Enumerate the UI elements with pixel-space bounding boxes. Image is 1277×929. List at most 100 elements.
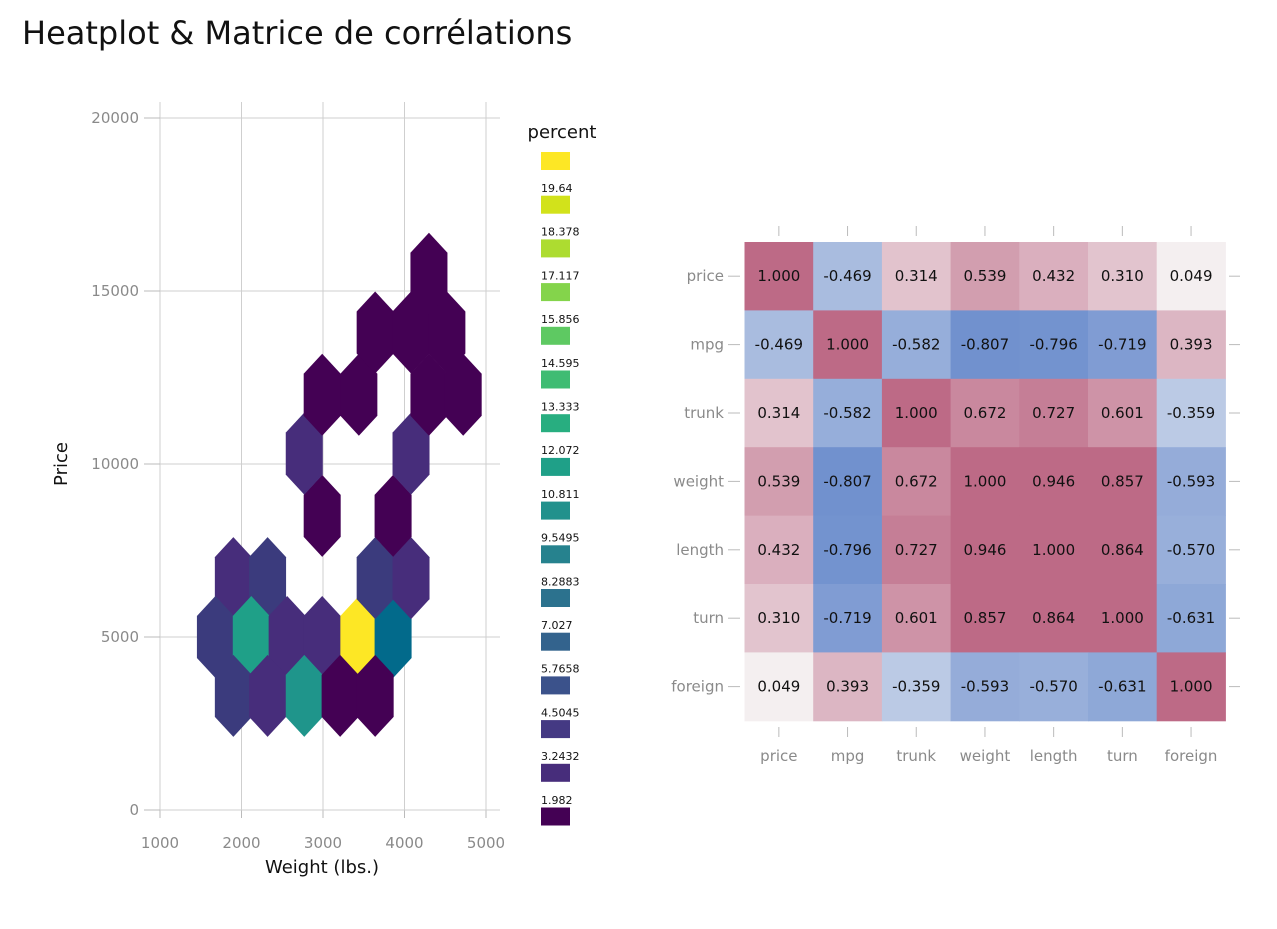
matrix-cell [744,310,814,380]
matrix-cell [813,584,883,653]
y-tick-label: 15000 [91,282,139,300]
legend-label: 15.856 [541,313,580,326]
cell-value: 0.432 [757,541,800,559]
cell-value: 0.432 [1032,267,1075,285]
matrix-cell [1019,378,1089,448]
hexbin-cell [392,291,430,374]
matrix-cell [813,652,883,722]
cell-value: 0.049 [757,678,800,696]
hexbin-plot: 1000 2000 3000 4000 5000 0 5000 10000 15000 20000… [51,102,505,878]
matrix-cell [881,584,952,653]
cell-value: 0.864 [1101,541,1144,559]
matrix-cell [813,310,883,380]
matrix-cell [1019,310,1089,380]
x-tick-label: 5000 [467,834,505,852]
hexbin-cell [303,596,341,678]
hexbin-cell [356,654,394,737]
matrix-cell [813,242,883,311]
cell-value: 0.727 [1032,404,1075,422]
matrix-cell [1156,447,1226,517]
cell-value: -0.593 [961,678,1009,696]
cell-value: 0.946 [1032,472,1075,490]
hexbin-cell [410,353,448,436]
column-label: price [760,747,797,765]
cell-value: -0.570 [1167,541,1215,559]
matrix-cell [1156,584,1226,653]
hexbin-cell [303,353,341,436]
legend-label: 5.7658 [541,663,580,676]
cell-value: 0.601 [1101,404,1144,422]
hexbin-cell [374,474,412,557]
hexbin-cell [356,291,394,374]
cell-value: 0.314 [895,267,938,285]
matrix-cell [1156,515,1226,585]
matrix-cell [813,447,883,517]
column-label: foreign [1165,747,1218,765]
matrix-cell [813,378,883,448]
matrix-cell [744,584,814,653]
cell-value: -0.631 [1167,609,1215,627]
x-tick-label: 4000 [385,834,423,852]
x-axis-title: Weight (lbs.) [265,857,379,878]
hexbin-cell [340,596,378,678]
legend-label: 9.5495 [541,532,580,545]
cell-value: 0.672 [963,404,1006,422]
matrix-cell [950,447,1020,517]
matrix-cell [1156,242,1226,311]
matrix-cell [744,652,814,722]
cell-value: -0.582 [892,336,940,354]
cell-value: -0.796 [1029,336,1077,354]
hexbin-cell [285,654,323,737]
legend-swatch [541,152,570,170]
matrix-cell [744,378,814,448]
legend-label: 3.2432 [541,750,580,763]
legend-label: 1.982 [541,794,573,807]
hexbin-cell [232,596,270,678]
cell-value: 0.946 [963,541,1006,559]
page-title: Heatplot & Matrice de corrélations [22,14,573,52]
legend-label: 13.333 [541,401,580,414]
hexbin-cell [444,353,482,436]
matrix-cell [950,378,1020,448]
legend-swatch [541,501,570,520]
column-label: trunk [896,747,936,765]
cell-value: 0.393 [1170,336,1213,354]
matrix-cell [950,515,1020,585]
hexbin-cell [428,291,466,374]
column-label: mpg [831,747,865,765]
legend-label: 10.811 [541,488,580,501]
legend-swatch [541,676,570,695]
legend-swatch [541,326,570,345]
cell-value: 0.539 [963,267,1006,285]
matrix-cell [1088,242,1158,311]
hexbin-cell [410,232,448,315]
row-label: foreign [671,678,724,696]
legend-swatch [541,195,570,214]
matrix-cell [1088,515,1158,585]
matrix-cell [1156,310,1226,380]
matrix-cell [1088,310,1158,380]
cell-value: 1.000 [895,404,938,422]
cell-value: 0.601 [895,609,938,627]
legend-label: 4.5045 [541,706,580,719]
matrix-cell [1019,515,1089,585]
cell-value: 0.857 [1101,472,1144,490]
legend-swatch [541,807,570,826]
cell-value: -0.719 [1098,336,1146,354]
column-label: length [1030,747,1078,765]
matrix-cell [813,515,883,585]
cell-value: -0.631 [1098,678,1146,696]
hexbin-cell [321,654,359,737]
x-tick-label: 3000 [304,834,342,852]
legend-label: 12.072 [541,444,580,457]
legend-swatch [541,457,570,476]
legend-swatch [541,763,570,782]
matrix-cell [881,515,952,585]
matrix-cell [881,447,952,517]
matrix-cell [881,378,952,448]
matrix-cell [881,310,952,380]
cell-value: 0.864 [1032,609,1075,627]
column-label: weight [960,747,1011,765]
cell-value: -0.359 [1167,404,1215,422]
y-tick-label: 10000 [91,455,139,473]
